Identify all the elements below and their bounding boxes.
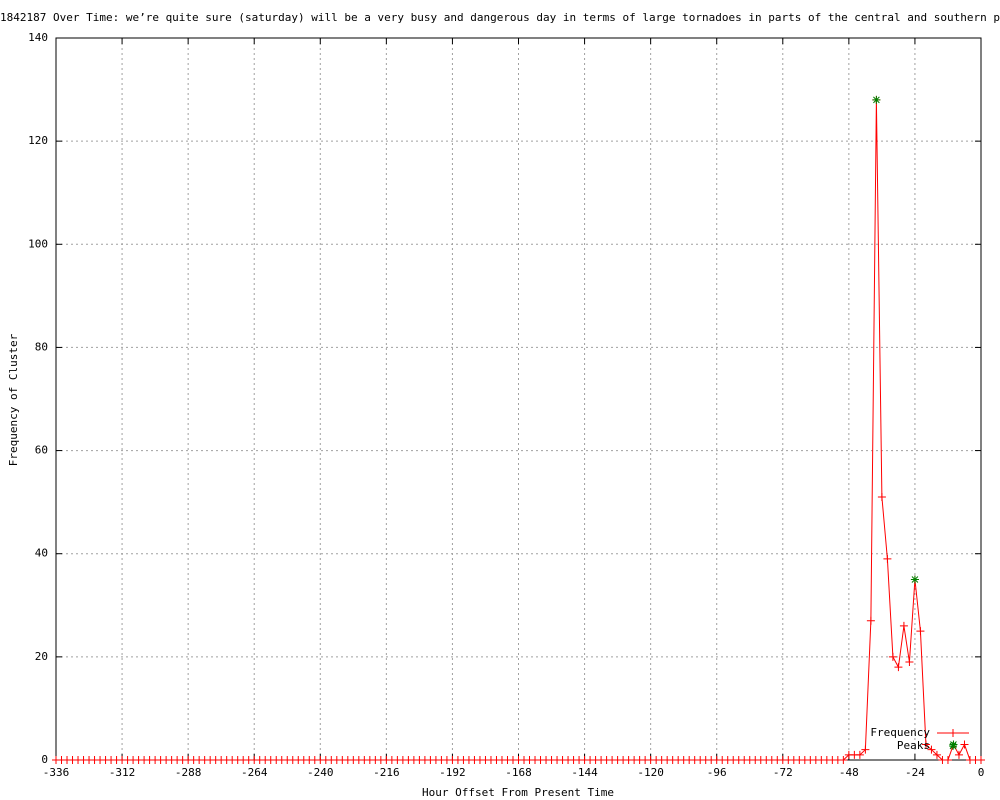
x-tick-label: -216 xyxy=(373,766,400,779)
x-axis-label: Hour Offset From Present Time xyxy=(422,786,614,799)
y-tick-label: 100 xyxy=(28,237,48,250)
y-axis-label: Frequency of Cluster xyxy=(7,333,20,466)
legend-label: Frequency xyxy=(870,726,930,739)
legend-label: Peaks xyxy=(897,739,930,752)
y-tick-label: 40 xyxy=(35,547,48,560)
point-marker xyxy=(921,740,930,749)
point-marker xyxy=(883,554,892,563)
point-marker xyxy=(910,575,919,584)
x-tick-label: -24 xyxy=(905,766,925,779)
x-tick-label: -264 xyxy=(241,766,268,779)
point-marker xyxy=(905,658,914,667)
x-tick-label: -336 xyxy=(43,766,70,779)
x-tick-label: -168 xyxy=(505,766,532,779)
x-tick-label: -120 xyxy=(637,766,664,779)
legend-marker xyxy=(949,729,957,737)
x-tick-label: -96 xyxy=(707,766,727,779)
legend-marker xyxy=(949,742,957,750)
point-marker xyxy=(977,756,985,764)
x-tick-label: -144 xyxy=(571,766,598,779)
point-marker xyxy=(888,652,897,661)
point-marker xyxy=(877,492,886,501)
point-marker xyxy=(861,745,870,754)
y-tick-label: 60 xyxy=(35,444,48,457)
x-tick-label: 0 xyxy=(978,766,985,779)
point-marker xyxy=(894,663,903,672)
point-marker xyxy=(855,750,864,759)
point-marker xyxy=(916,627,925,636)
point-marker xyxy=(932,750,941,759)
x-tick-label: -72 xyxy=(773,766,793,779)
point-marker xyxy=(839,756,848,764)
y-tick-label: 20 xyxy=(35,650,48,663)
point-marker xyxy=(943,756,952,764)
y-tick-label: 80 xyxy=(35,340,48,353)
point-marker xyxy=(899,621,908,630)
x-tick-label: -240 xyxy=(307,766,334,779)
point-marker xyxy=(866,616,875,625)
x-tick-label: -288 xyxy=(175,766,202,779)
chart-title: 1842187 Over Time: we’re quite sure (sat… xyxy=(0,11,1000,24)
point-marker xyxy=(927,745,936,754)
point-marker xyxy=(954,750,963,759)
x-tick-label: -192 xyxy=(439,766,466,779)
y-tick-label: 140 xyxy=(28,31,48,44)
y-tick-label: 120 xyxy=(28,134,48,147)
point-marker xyxy=(960,740,969,749)
point-marker xyxy=(872,95,881,104)
y-tick-label: 0 xyxy=(41,753,48,766)
x-tick-label: -312 xyxy=(109,766,136,779)
x-tick-label: -48 xyxy=(839,766,859,779)
